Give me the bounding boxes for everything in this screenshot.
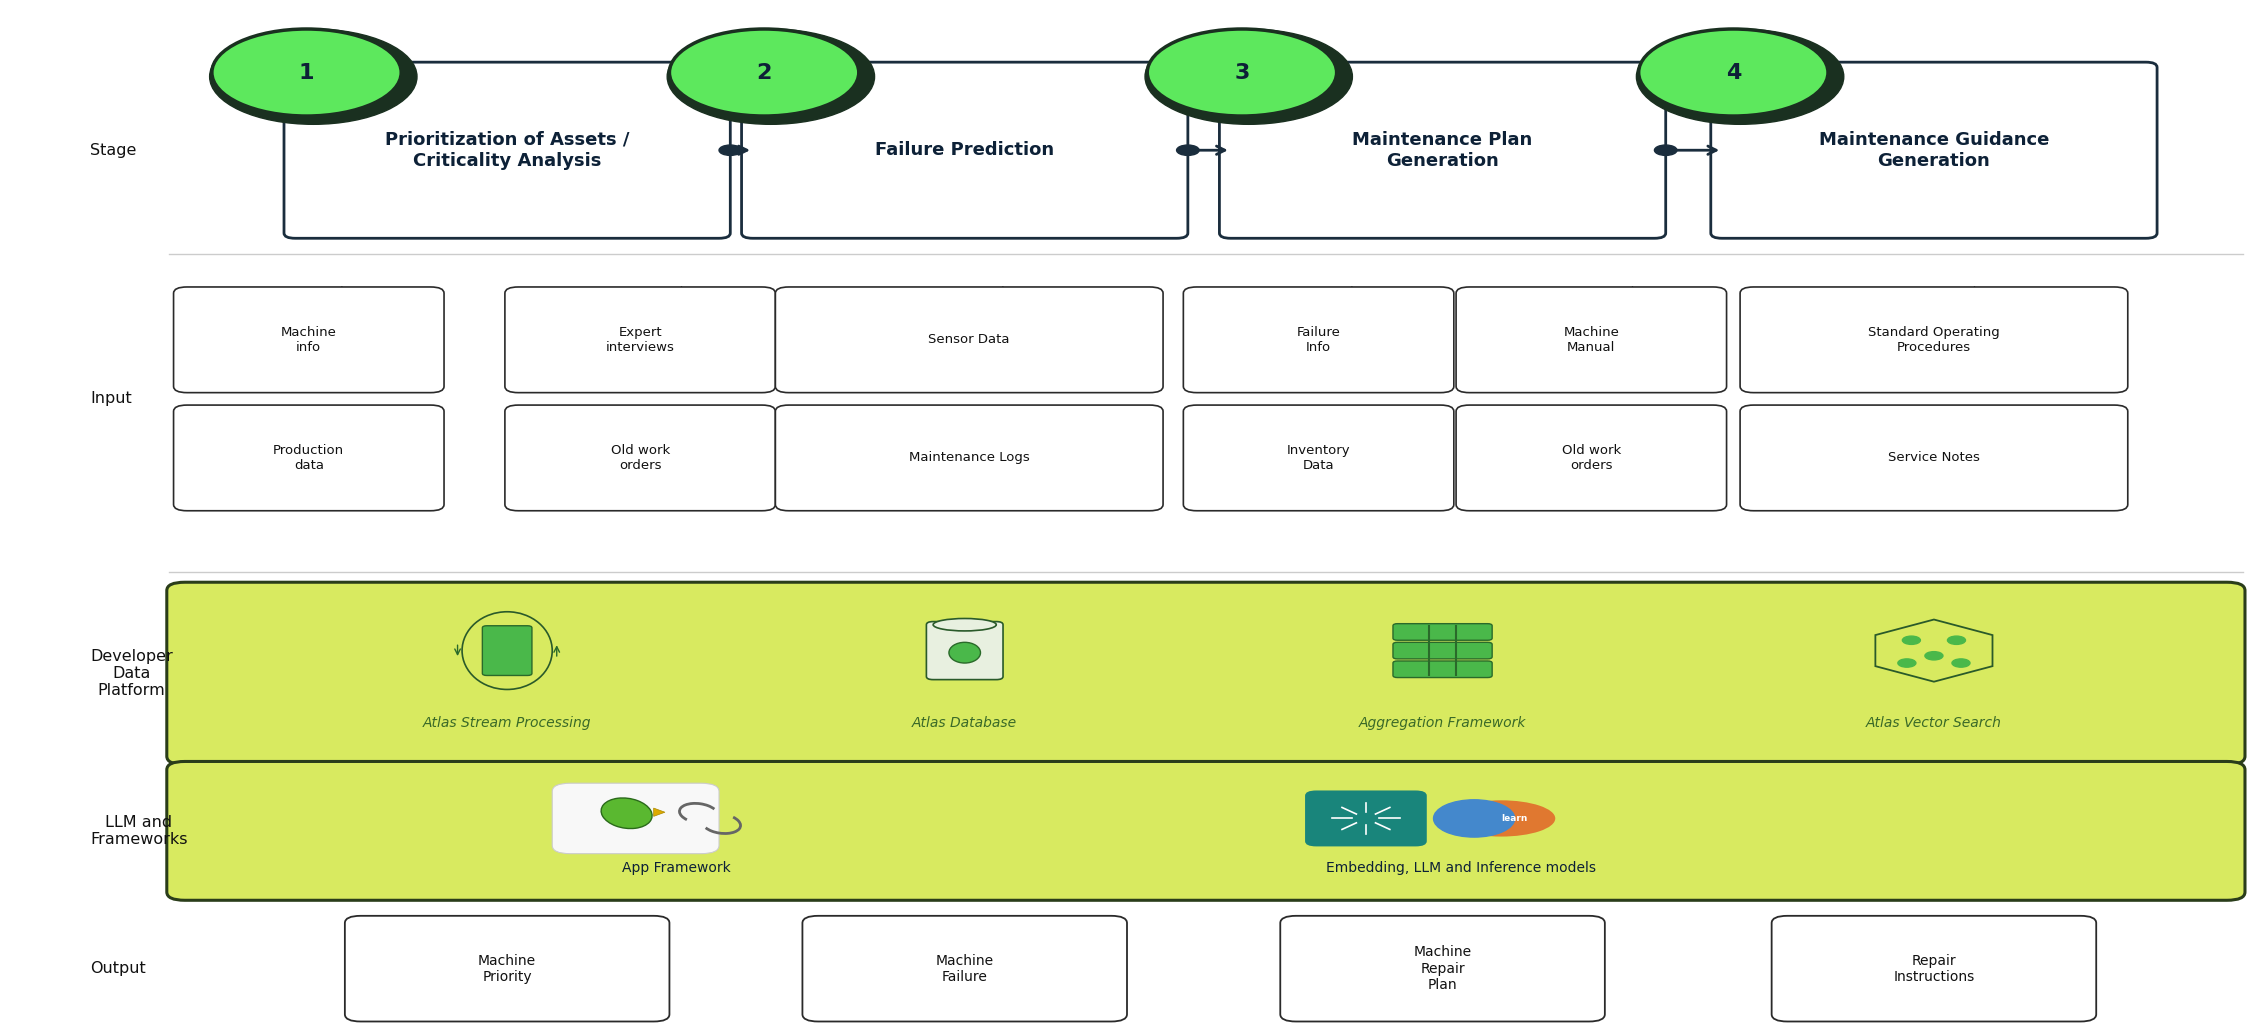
- Text: Machine
Manual: Machine Manual: [1564, 325, 1618, 354]
- FancyBboxPatch shape: [1456, 287, 1727, 393]
- Text: Machine
Failure: Machine Failure: [935, 953, 994, 984]
- FancyBboxPatch shape: [505, 405, 775, 511]
- Text: Standard Operating
Procedures: Standard Operating Procedures: [1869, 325, 1999, 354]
- FancyBboxPatch shape: [167, 582, 2245, 765]
- Text: Production
data: Production data: [273, 443, 345, 472]
- Text: Aggregation Framework: Aggregation Framework: [1359, 716, 1526, 730]
- FancyBboxPatch shape: [1456, 405, 1727, 511]
- Circle shape: [1925, 652, 1943, 660]
- Text: learn: learn: [1501, 814, 1528, 823]
- Ellipse shape: [1447, 800, 1555, 837]
- Ellipse shape: [933, 618, 996, 631]
- Text: 3: 3: [1235, 62, 1249, 83]
- Text: Maintenance Guidance
Generation: Maintenance Guidance Generation: [1819, 131, 2049, 170]
- Text: Atlas Vector Search: Atlas Vector Search: [1866, 716, 2002, 730]
- Text: Failure Prediction: Failure Prediction: [875, 141, 1055, 160]
- FancyBboxPatch shape: [552, 783, 719, 854]
- FancyBboxPatch shape: [1740, 405, 2128, 511]
- Text: Prioritization of Assets /
Criticality Analysis: Prioritization of Assets / Criticality A…: [385, 131, 629, 170]
- Text: 4: 4: [1727, 62, 1740, 83]
- Text: Old work
orders: Old work orders: [1562, 443, 1621, 472]
- FancyBboxPatch shape: [174, 287, 444, 393]
- Text: Unstructured: Unstructured: [1548, 286, 1634, 298]
- Circle shape: [210, 29, 417, 124]
- FancyBboxPatch shape: [742, 62, 1188, 238]
- FancyBboxPatch shape: [174, 405, 444, 511]
- Circle shape: [1654, 145, 1677, 155]
- Text: Structured: Structured: [933, 286, 1005, 298]
- Text: Inventory
Data: Inventory Data: [1287, 443, 1350, 472]
- Text: Atlas Database: Atlas Database: [913, 716, 1017, 730]
- FancyBboxPatch shape: [284, 62, 730, 238]
- Circle shape: [212, 29, 401, 116]
- Text: Expert
interviews: Expert interviews: [606, 325, 674, 354]
- Text: Machine
Priority: Machine Priority: [478, 953, 536, 984]
- FancyBboxPatch shape: [345, 916, 669, 1021]
- Circle shape: [1636, 29, 1844, 124]
- Ellipse shape: [602, 798, 651, 829]
- Circle shape: [1434, 800, 1515, 837]
- Circle shape: [1898, 659, 1916, 667]
- Text: Service Notes: Service Notes: [1889, 452, 1979, 464]
- FancyBboxPatch shape: [1280, 916, 1605, 1021]
- Text: Unstructured: Unstructured: [1891, 286, 1977, 298]
- Text: 2: 2: [757, 62, 771, 83]
- Text: Stage: Stage: [90, 143, 137, 157]
- FancyBboxPatch shape: [1393, 661, 1492, 678]
- FancyBboxPatch shape: [1393, 624, 1492, 640]
- Text: Repair
Instructions: Repair Instructions: [1893, 953, 1975, 984]
- Text: Output: Output: [90, 961, 147, 976]
- Circle shape: [719, 145, 742, 155]
- Text: Structured: Structured: [273, 286, 345, 298]
- Text: Maintenance Logs: Maintenance Logs: [908, 452, 1030, 464]
- Circle shape: [669, 29, 859, 116]
- Circle shape: [1952, 659, 1970, 667]
- Circle shape: [1947, 636, 1965, 644]
- FancyBboxPatch shape: [926, 622, 1003, 680]
- FancyBboxPatch shape: [167, 761, 2245, 900]
- FancyBboxPatch shape: [1305, 790, 1427, 846]
- FancyBboxPatch shape: [775, 287, 1163, 393]
- Text: Structured: Structured: [1283, 286, 1355, 298]
- Text: Machine
info: Machine info: [282, 325, 336, 354]
- FancyBboxPatch shape: [775, 405, 1163, 511]
- Text: Atlas Stream Processing: Atlas Stream Processing: [424, 716, 591, 730]
- FancyBboxPatch shape: [505, 287, 775, 393]
- FancyBboxPatch shape: [1393, 642, 1492, 659]
- Circle shape: [1145, 29, 1352, 124]
- Text: 1: 1: [300, 62, 313, 83]
- Text: Developer
Data
Platform: Developer Data Platform: [90, 649, 174, 698]
- Text: Machine
Repair
Plan: Machine Repair Plan: [1413, 946, 1472, 991]
- Polygon shape: [654, 808, 665, 816]
- Circle shape: [1639, 29, 1828, 116]
- Text: Unstructured: Unstructured: [597, 286, 683, 298]
- FancyBboxPatch shape: [1772, 916, 2096, 1021]
- FancyBboxPatch shape: [802, 916, 1127, 1021]
- Circle shape: [667, 29, 875, 124]
- FancyBboxPatch shape: [1219, 62, 1666, 238]
- FancyBboxPatch shape: [1740, 287, 2128, 393]
- Text: Failure
Info: Failure Info: [1296, 325, 1341, 354]
- Text: Sensor Data: Sensor Data: [929, 334, 1010, 346]
- FancyBboxPatch shape: [482, 626, 532, 675]
- Ellipse shape: [949, 642, 980, 663]
- FancyBboxPatch shape: [1183, 287, 1454, 393]
- Text: Input: Input: [90, 392, 133, 406]
- Circle shape: [1147, 29, 1337, 116]
- FancyBboxPatch shape: [1183, 405, 1454, 511]
- Text: Old work
orders: Old work orders: [611, 443, 669, 472]
- Text: Embedding, LLM and Inference models: Embedding, LLM and Inference models: [1325, 861, 1596, 875]
- FancyBboxPatch shape: [1711, 62, 2157, 238]
- Circle shape: [1177, 145, 1199, 155]
- Text: LLM and
Frameworks: LLM and Frameworks: [90, 814, 187, 847]
- Circle shape: [1902, 636, 1920, 644]
- Text: Maintenance Plan
Generation: Maintenance Plan Generation: [1352, 131, 1533, 170]
- Text: App Framework: App Framework: [622, 861, 730, 875]
